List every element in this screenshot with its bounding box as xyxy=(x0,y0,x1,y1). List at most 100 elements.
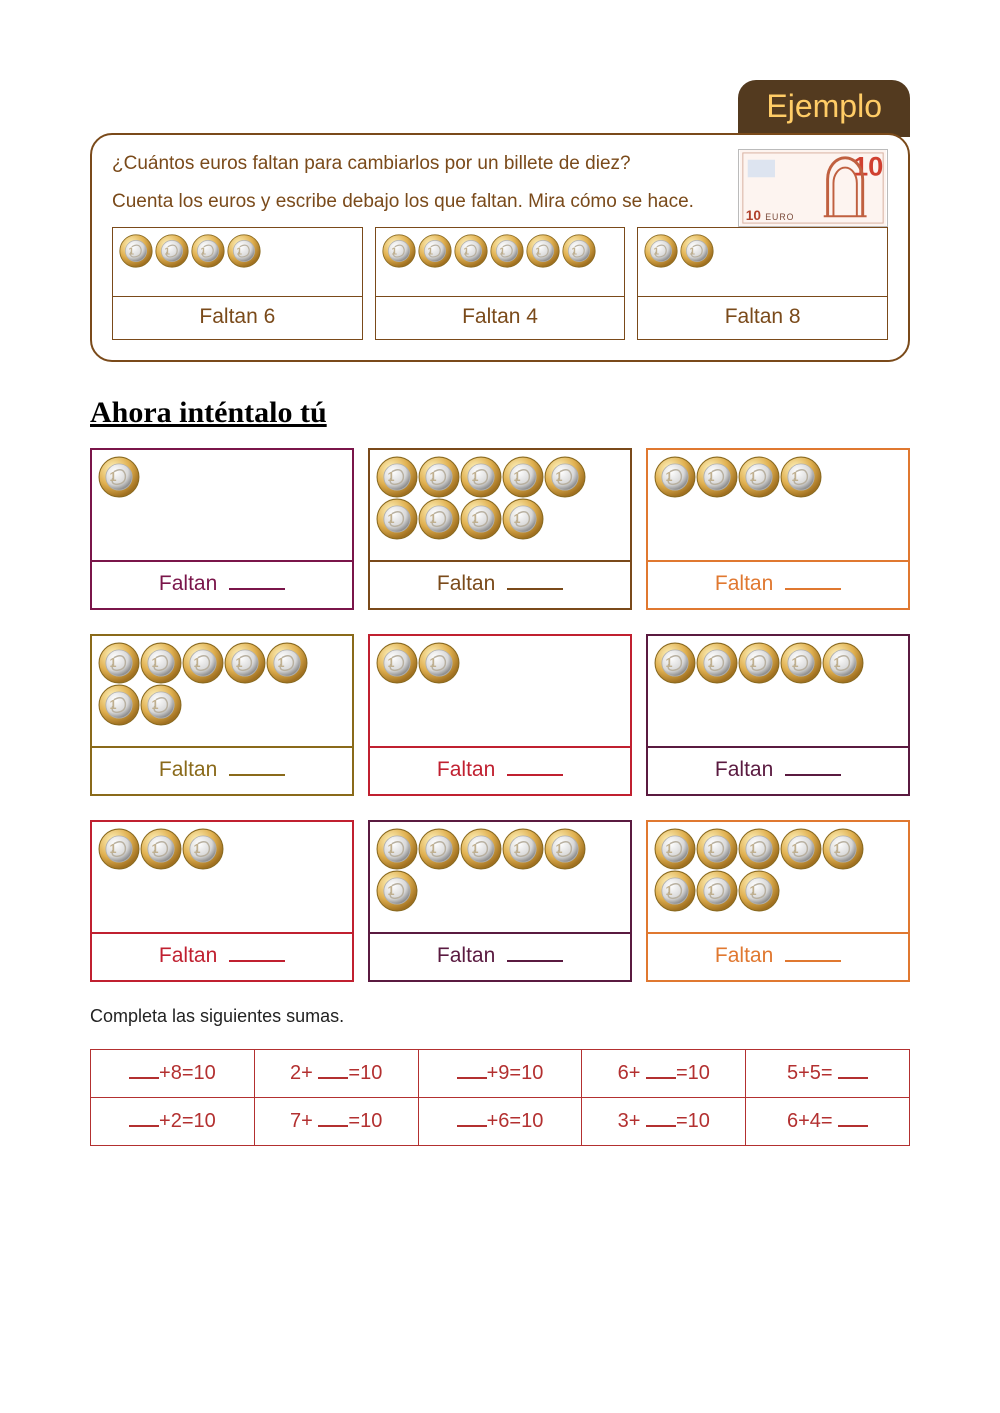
euro-coin-icon xyxy=(644,234,678,268)
worksheet-page: Ejemplo ¿Cuántos euros faltan para cambi… xyxy=(0,0,1000,1186)
euro-coin-icon xyxy=(182,642,224,684)
euro-coin-icon xyxy=(738,456,780,498)
euro-coin-icon xyxy=(182,828,224,870)
try-answer[interactable]: Faltan xyxy=(92,746,352,794)
euro-coin-icon xyxy=(140,642,182,684)
sum-cell[interactable]: 5+5= xyxy=(746,1050,910,1098)
answer-blank[interactable] xyxy=(785,960,841,962)
sum-cell[interactable]: +8=10 xyxy=(91,1050,255,1098)
euro-coin-icon xyxy=(696,870,738,912)
euro-coin-icon xyxy=(98,456,140,498)
try-answer[interactable]: Faltan xyxy=(370,560,630,608)
euro-coin-icon xyxy=(140,684,182,726)
euro-coin-icon xyxy=(191,234,225,268)
euro-coin-icon xyxy=(418,828,460,870)
try-answer[interactable]: Faltan xyxy=(370,746,630,794)
coin-area xyxy=(370,636,630,746)
try-row: Faltan Faltan Faltan xyxy=(90,448,910,610)
euro-coin-icon xyxy=(502,828,544,870)
example-grid: Faltan 6Faltan 4Faltan 8 xyxy=(112,227,888,340)
faltan-label: Faltan xyxy=(437,758,495,781)
euro-coin-icon xyxy=(696,828,738,870)
try-answer[interactable]: Faltan xyxy=(92,560,352,608)
try-cell: Faltan xyxy=(646,820,910,982)
sum-blank[interactable] xyxy=(129,1125,159,1127)
try-cell: Faltan xyxy=(368,634,632,796)
euro-coin-icon xyxy=(98,642,140,684)
try-answer[interactable]: Faltan xyxy=(92,932,352,980)
sum-blank[interactable] xyxy=(646,1125,676,1127)
sum-cell[interactable]: +6=10 xyxy=(418,1098,582,1146)
answer-blank[interactable] xyxy=(507,588,563,590)
euro-coin-icon xyxy=(454,234,488,268)
euro-coin-icon xyxy=(738,642,780,684)
try-section-title: Ahora inténtalo tú xyxy=(90,396,910,430)
sum-cell[interactable]: 6+ =10 xyxy=(582,1050,746,1098)
euro-coin-icon xyxy=(822,642,864,684)
sum-cell[interactable]: +2=10 xyxy=(91,1098,255,1146)
sum-blank[interactable] xyxy=(129,1077,159,1079)
sum-cell[interactable]: 6+4= xyxy=(746,1098,910,1146)
coin-area xyxy=(92,822,352,932)
euro-coin-icon xyxy=(654,828,696,870)
banknote-euro-label: EURO xyxy=(765,212,794,222)
euro-coin-icon xyxy=(382,234,416,268)
tab-container: Ejemplo xyxy=(90,80,910,137)
sum-cell[interactable]: 7+ =10 xyxy=(254,1098,418,1146)
euro-coin-icon xyxy=(654,456,696,498)
sum-blank[interactable] xyxy=(318,1125,348,1127)
try-cell: Faltan xyxy=(90,448,354,610)
try-answer[interactable]: Faltan xyxy=(648,932,908,980)
try-cell: Faltan xyxy=(368,448,632,610)
euro-coin-icon xyxy=(696,642,738,684)
answer-blank[interactable] xyxy=(229,774,285,776)
coin-area xyxy=(376,228,625,296)
euro-coin-icon xyxy=(680,234,714,268)
coin-area xyxy=(92,636,352,746)
euro-coin-icon xyxy=(266,642,308,684)
try-cell: Faltan xyxy=(90,820,354,982)
try-answer[interactable]: Faltan xyxy=(648,746,908,794)
answer-blank[interactable] xyxy=(785,774,841,776)
coin-area xyxy=(370,450,630,560)
coin-area xyxy=(648,636,908,746)
coin-area xyxy=(648,450,908,560)
sums-row: +2=107+ =10+6=103+ =106+4= xyxy=(91,1098,910,1146)
example-box: ¿Cuántos euros faltan para cambiarlos po… xyxy=(90,133,910,362)
euro-coin-icon xyxy=(376,828,418,870)
sum-blank[interactable] xyxy=(838,1125,868,1127)
sum-blank[interactable] xyxy=(646,1077,676,1079)
try-answer[interactable]: Faltan xyxy=(370,932,630,980)
euro-coin-icon xyxy=(418,234,452,268)
faltan-label: Faltan xyxy=(715,944,773,967)
sum-blank[interactable] xyxy=(457,1125,487,1127)
sum-cell[interactable]: 2+ =10 xyxy=(254,1050,418,1098)
sum-blank[interactable] xyxy=(318,1077,348,1079)
sum-cell[interactable]: 3+ =10 xyxy=(582,1098,746,1146)
euro-coin-icon xyxy=(780,828,822,870)
euro-coin-icon xyxy=(376,642,418,684)
sum-blank[interactable] xyxy=(838,1077,868,1079)
try-cell: Faltan xyxy=(646,634,910,796)
coin-area xyxy=(113,228,362,296)
sum-cell[interactable]: +9=10 xyxy=(418,1050,582,1098)
coin-area xyxy=(648,822,908,932)
euro-coin-icon xyxy=(140,828,182,870)
euro-coin-icon xyxy=(502,498,544,540)
euro-coin-icon xyxy=(544,828,586,870)
euro-coin-icon xyxy=(822,828,864,870)
answer-blank[interactable] xyxy=(229,960,285,962)
euro-coin-icon xyxy=(696,456,738,498)
try-answer[interactable]: Faltan xyxy=(648,560,908,608)
answer-blank[interactable] xyxy=(507,960,563,962)
euro-coin-icon xyxy=(738,828,780,870)
answer-blank[interactable] xyxy=(507,774,563,776)
euro-coin-icon xyxy=(155,234,189,268)
example-cell: Faltan 6 xyxy=(112,227,363,340)
sum-blank[interactable] xyxy=(457,1077,487,1079)
try-grid: Faltan Faltan Faltan Faltan Faltan Falta… xyxy=(90,448,910,982)
try-cell: Faltan xyxy=(646,448,910,610)
answer-blank[interactable] xyxy=(229,588,285,590)
example-answer: Faltan 6 xyxy=(113,296,362,339)
answer-blank[interactable] xyxy=(785,588,841,590)
